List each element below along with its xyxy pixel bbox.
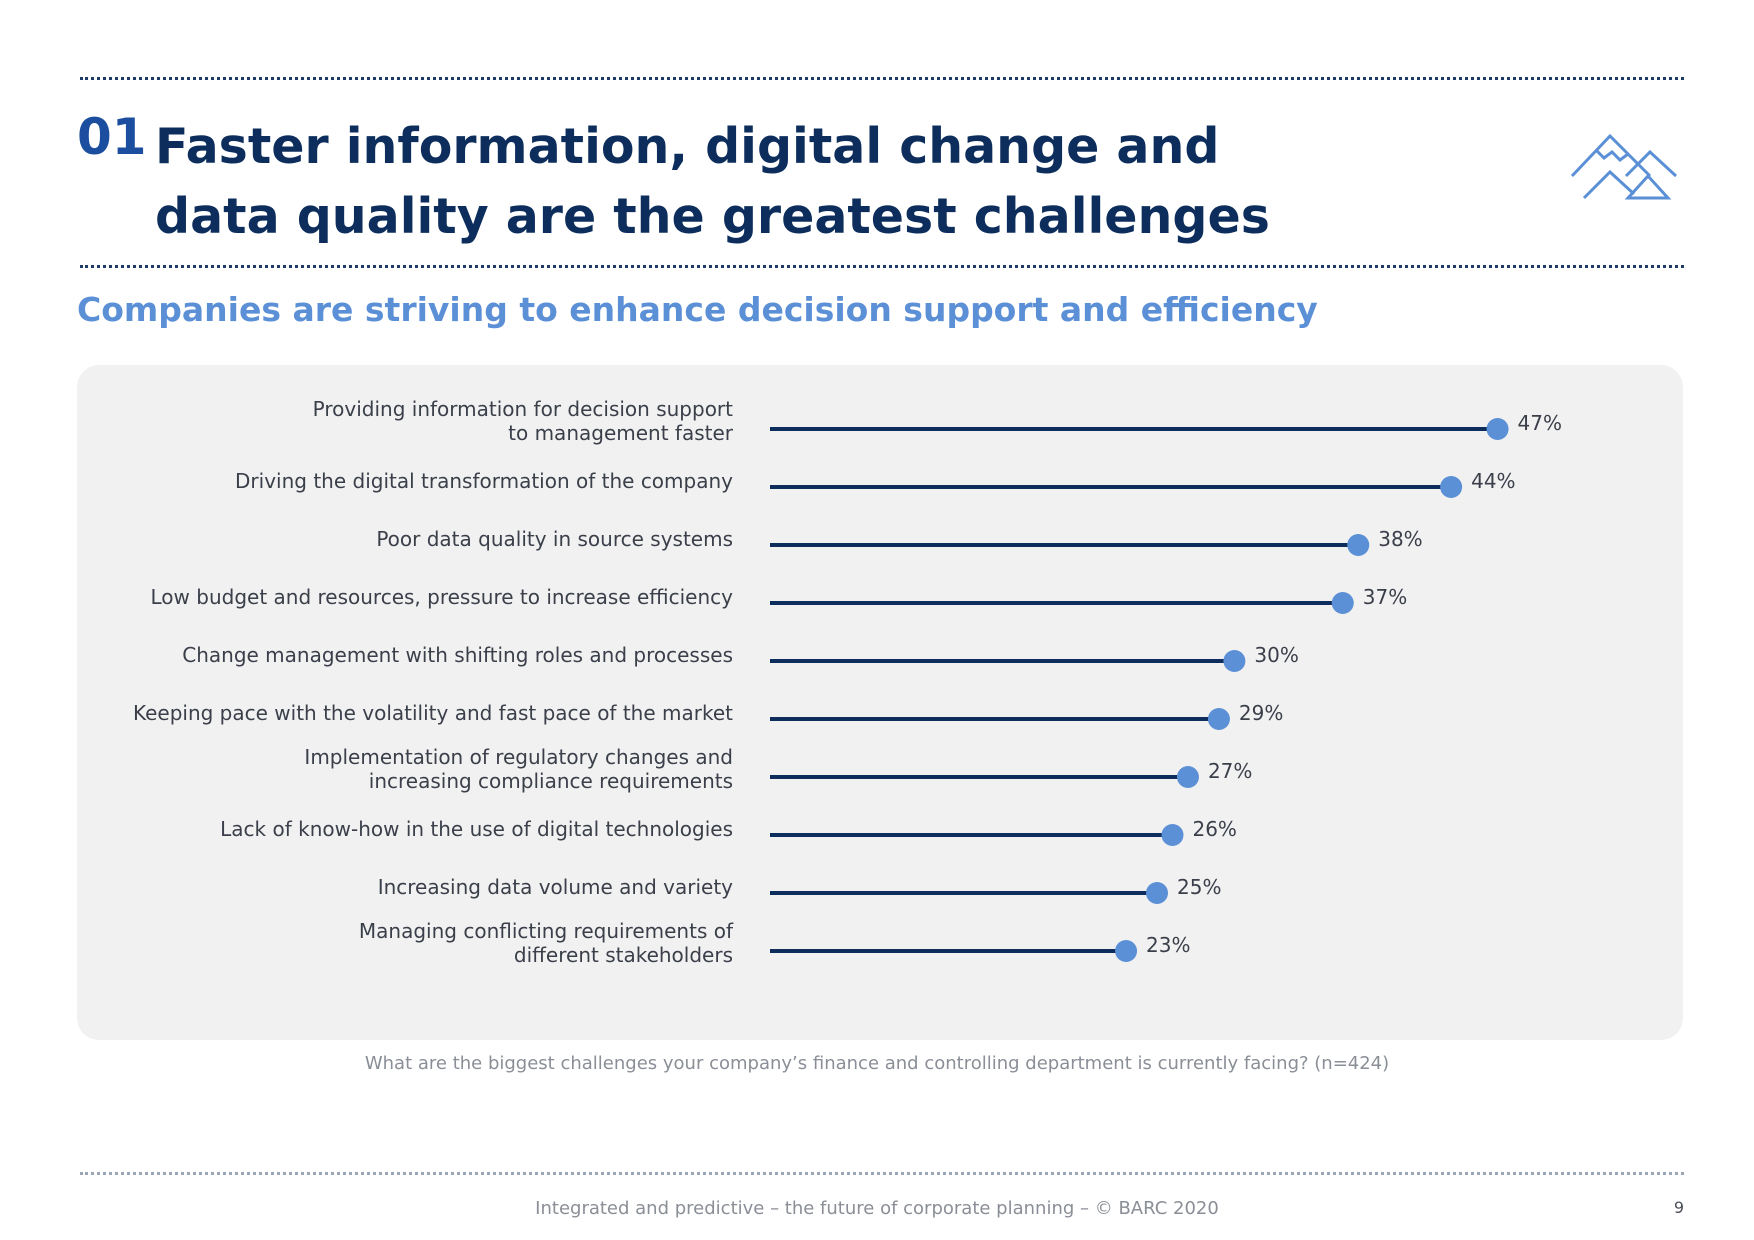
value-label: 29% (1239, 701, 1283, 725)
lollipop-dot (1331, 592, 1354, 614)
footer-dotted-rule (80, 1172, 1684, 1175)
section-number: 01 (77, 108, 147, 166)
value-label: 26% (1192, 817, 1236, 841)
value-label: 27% (1208, 759, 1252, 783)
lollipop-dot (1176, 766, 1199, 788)
page-title-line-1: Faster information, digital change and (155, 118, 1220, 175)
category-label: Implementation of regulatory changes and (304, 745, 733, 769)
chart-panel: 47% Providing information for decision su… (77, 365, 1683, 1040)
category-label: Lack of know-how in the use of digital t… (220, 817, 733, 841)
title-dotted-rule (80, 265, 1684, 268)
category-label: Poor data quality in source systems (376, 527, 733, 551)
lollipop-dot (1223, 650, 1246, 672)
footer-text: Integrated and predictive – the future o… (535, 1198, 1219, 1219)
value-label: 25% (1177, 875, 1221, 899)
category-label: Driving the digital transformation of th… (235, 469, 733, 493)
value-label: 37% (1363, 585, 1407, 609)
value-label: 38% (1378, 527, 1422, 551)
survey-question-caption: What are the biggest challenges your com… (364, 1053, 1390, 1074)
page-number: 9 (1673, 1198, 1684, 1217)
lollipop-chart: 47% Providing information for decision su… (133, 397, 1562, 967)
lollipop-dot (1486, 418, 1509, 440)
lollipop-dot (1146, 882, 1168, 904)
category-label: Providing information for decision suppo… (313, 397, 733, 421)
lollipop-dot (1115, 940, 1138, 962)
value-label: 23% (1146, 933, 1190, 957)
page-title: Faster information, digital change and d… (155, 112, 1455, 252)
page-title-line-2: data quality are the greatest challenges (155, 188, 1270, 245)
category-label: Increasing data volume and variety (378, 875, 733, 899)
top-dotted-rule (80, 77, 1684, 80)
category-label: increasing compliance requirements (369, 769, 733, 793)
category-label: to management faster (508, 421, 734, 445)
lollipop-dot (1440, 476, 1463, 498)
mountains-logo-icon (1570, 133, 1678, 200)
category-label: different stakeholders (514, 943, 733, 967)
lollipop-dot (1161, 824, 1184, 846)
chart-subtitle: Companies are striving to enhance decisi… (77, 290, 1318, 329)
value-label: 44% (1471, 469, 1515, 493)
category-label: Change management with shifting roles an… (182, 643, 733, 667)
category-label: Low budget and resources, pressure to in… (151, 585, 734, 609)
value-label: 47% (1518, 411, 1562, 435)
lollipop-dot (1347, 534, 1370, 556)
category-label: Keeping pace with the volatility and fas… (133, 701, 733, 725)
lollipop-dot (1207, 708, 1230, 730)
value-label: 30% (1254, 643, 1298, 667)
category-label: Managing conflicting requirements of (359, 919, 734, 943)
